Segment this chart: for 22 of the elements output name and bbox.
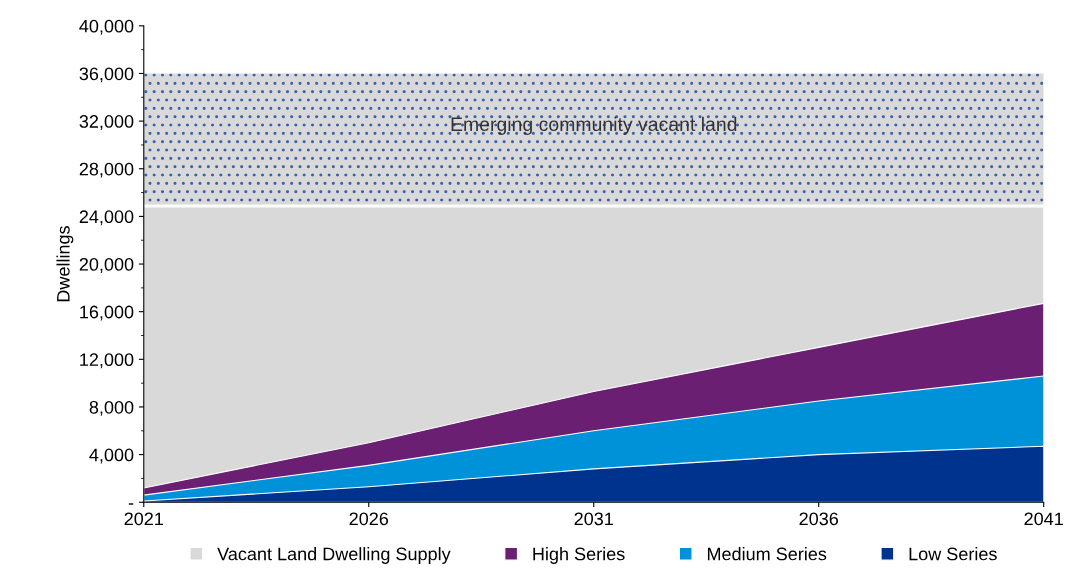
legend-label: Vacant Land Dwelling Supply [217, 547, 451, 564]
x-tick-label: 2036 [799, 512, 839, 526]
y-tick-label: 8,000 [89, 400, 134, 416]
y-tick-label: 4,000 [89, 448, 134, 464]
y-axis-title: Dwellings [56, 226, 74, 302]
y-tick-label: 12,000 [80, 353, 134, 369]
y-tick-label: 36,000 [79, 67, 134, 83]
y-tick-label: 20,000 [79, 257, 134, 273]
x-tick-label: 2031 [574, 512, 613, 526]
y-tick-label: 16,000 [80, 305, 134, 321]
legend-label: High Series [533, 547, 625, 564]
legend-label: Medium Series [707, 547, 827, 561]
y-tick-label: 32,000 [79, 115, 134, 130]
x-tick-label: 2041 [1024, 512, 1063, 526]
y-tick-label: - [128, 503, 134, 505]
x-tick-label: 2021 [124, 512, 163, 526]
x-tick-label: 2026 [349, 512, 389, 526]
y-tick-label: 40,000 [79, 19, 134, 35]
legend-label: Low Series [909, 547, 997, 561]
y-tick-label: 28,000 [79, 162, 134, 178]
y-tick-label: 24,000 [79, 210, 134, 226]
band-label: Emerging community vacant land [451, 116, 737, 135]
